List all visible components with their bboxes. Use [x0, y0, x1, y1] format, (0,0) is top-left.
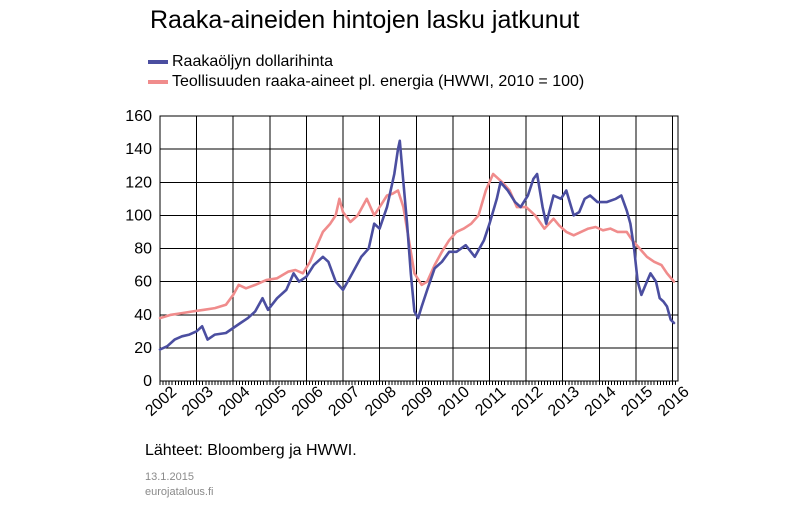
series-line-oil [158, 139, 676, 351]
y-tick-label: 100 [125, 207, 152, 224]
y-tick-label: 80 [134, 241, 152, 258]
y-tick-label: 160 [125, 108, 152, 125]
legend-swatch-materials [148, 80, 168, 84]
x-tick-label: 2016 [655, 383, 693, 420]
y-tick-label: 60 [134, 274, 152, 291]
x-tick-label: 2004 [216, 383, 254, 420]
y-tick-label: 0 [143, 373, 152, 390]
x-tick-label: 2003 [179, 383, 217, 420]
x-tick-label: 2006 [289, 383, 327, 420]
site-name: eurojatalous.fi [145, 486, 214, 498]
y-tick-label: 120 [125, 174, 152, 191]
publish-date: 13.1.2015 [145, 471, 194, 483]
legend-label-oil: Raakaöljyn dollarihinta [172, 53, 333, 70]
x-tick-label: 2011 [472, 384, 509, 420]
x-tick-label: 2014 [582, 383, 620, 420]
legend-label-materials: Teollisuuden raaka-aineet pl. energia (H… [172, 73, 585, 90]
x-tick-label: 2012 [508, 383, 546, 420]
x-tick-label: 2010 [435, 383, 473, 420]
legend-item-materials: Teollisuuden raaka-aineet pl. energia (H… [148, 72, 584, 92]
y-tick-label: 20 [134, 340, 152, 357]
source-note: Lähteet: Bloomberg ja HWWI. [145, 442, 357, 459]
legend: Raakaöljyn dollarihinta Teollisuuden raa… [148, 52, 584, 92]
legend-swatch-oil [148, 60, 168, 64]
x-tick-label: 2005 [252, 383, 290, 420]
y-tick-label: 140 [125, 141, 152, 158]
y-tick-label: 40 [134, 307, 152, 324]
legend-item-oil: Raakaöljyn dollarihinta [148, 52, 584, 72]
x-tick-label: 2015 [618, 383, 656, 420]
x-tick-label: 2008 [362, 383, 400, 420]
chart-title: Raaka-aineiden hintojen lasku jatkunut [150, 6, 580, 34]
x-tick-label: 2009 [399, 383, 437, 420]
series-line-materials [158, 172, 676, 320]
x-tick-label: 2007 [325, 383, 363, 420]
x-tick-label: 2013 [545, 383, 583, 420]
